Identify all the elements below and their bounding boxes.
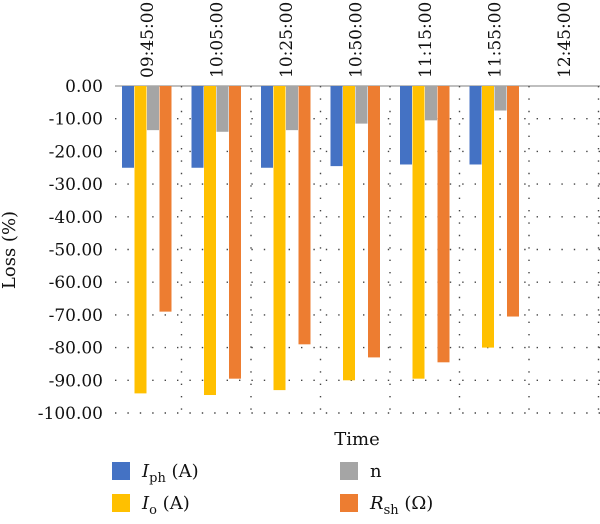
- bar-rsh-4: [437, 86, 450, 363]
- legend-label: n: [370, 461, 382, 482]
- y-tick-label: -20.00: [49, 142, 103, 162]
- x-tick-label: 09:45:00: [138, 2, 158, 78]
- bar-io-0: [134, 86, 147, 394]
- grid-lines: [115, 85, 600, 414]
- legend-swatch: [112, 494, 130, 512]
- bar-iph-5: [469, 86, 482, 165]
- bars: [122, 86, 519, 396]
- bar-io-5: [482, 86, 494, 348]
- bar-io-1: [204, 86, 216, 396]
- bar-rsh-1: [229, 86, 241, 379]
- legend-label: Rsh (Ω): [369, 493, 433, 518]
- bar-n-3: [355, 86, 368, 124]
- bar-iph-2: [261, 86, 273, 168]
- y-tick-label: -100.00: [38, 404, 103, 424]
- y-tick-label: -10.00: [49, 110, 103, 130]
- x-tick-label: 12:45:00: [555, 2, 575, 78]
- bar-rsh-2: [298, 86, 311, 345]
- legend-label: Iph (A): [141, 461, 199, 486]
- y-tick-label: -60.00: [49, 273, 103, 293]
- bar-n-2: [286, 86, 298, 131]
- bar-io-4: [412, 86, 425, 379]
- legend: Iph (A) Io (A) n Rsh (Ω): [112, 461, 433, 518]
- bar-iph-0: [122, 86, 134, 168]
- y-tick-label: -50.00: [49, 241, 103, 261]
- legend-swatch: [112, 462, 130, 480]
- x-tick-label: 10:05:00: [208, 2, 228, 78]
- bar-n-4: [425, 86, 437, 121]
- y-axis-title: Loss (%): [0, 211, 20, 289]
- tick-labels: 0.00 -10.00 -20.00 -30.00 -40.00 -50.00 -60.00…: [38, 2, 575, 424]
- x-tick-label: 10:25:00: [277, 2, 297, 78]
- y-tick-label: -70.00: [49, 306, 103, 326]
- bar-iph-1: [191, 86, 204, 168]
- y-tick-label: -40.00: [49, 208, 103, 228]
- y-tick-label: 0.00: [65, 77, 103, 97]
- x-tick-label: 11:15:00: [416, 2, 436, 78]
- bar-rsh-0: [159, 86, 172, 312]
- bar-io-3: [343, 86, 355, 381]
- x-tick-label: 10:50:00: [347, 2, 367, 78]
- x-tick-label: 11:55:00: [486, 2, 506, 78]
- x-axis-title: Time: [334, 429, 379, 450]
- bar-n-0: [147, 86, 159, 131]
- legend-swatch: [340, 494, 358, 512]
- bar-n-5: [494, 86, 507, 111]
- bar-iph-3: [330, 86, 343, 167]
- legend-swatch: [340, 462, 358, 480]
- bar-rsh-5: [507, 86, 519, 317]
- bar-iph-4: [400, 86, 412, 165]
- y-tick-label: -30.00: [49, 175, 103, 195]
- bar-io-2: [273, 86, 286, 391]
- y-tick-label: -80.00: [49, 339, 103, 359]
- legend-label: Io (A): [141, 493, 190, 518]
- y-tick-label: -90.00: [49, 371, 103, 391]
- bar-rsh-3: [368, 86, 380, 358]
- bar-n-1: [216, 86, 229, 132]
